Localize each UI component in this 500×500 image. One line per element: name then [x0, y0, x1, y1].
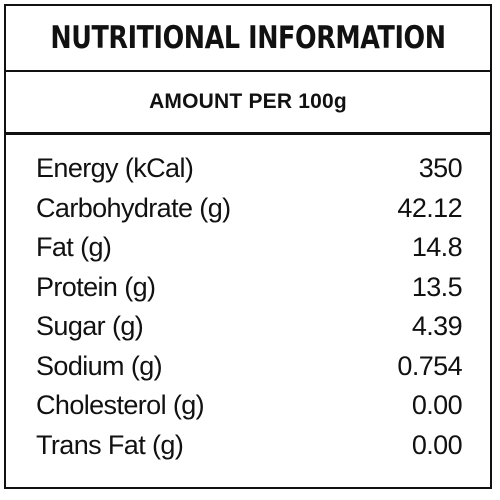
- serving-size-label: AMOUNT PER 100g: [149, 90, 347, 113]
- nutrient-row-carbohydrate: Carbohydrate (g) 42.12: [36, 189, 463, 229]
- nutrient-label: Carbohydrate (g): [36, 192, 231, 223]
- nutrient-value: 13.5: [411, 271, 463, 302]
- nutrient-value: 14.8: [411, 232, 463, 263]
- nutrient-row-sodium: Sodium (g) 0.754: [36, 347, 463, 387]
- nutrient-row-protein: Protein (g) 13.5: [36, 268, 463, 308]
- nutrient-row-cholesterol: Cholesterol (g) 0.00: [36, 386, 463, 426]
- nutrient-label: Cholesterol (g): [36, 390, 205, 421]
- nutrient-row-energy: Energy (kCal) 350: [36, 149, 463, 189]
- nutrient-value: 42.12: [397, 192, 462, 223]
- nutrient-label: Sugar (g): [36, 311, 144, 342]
- nutrient-label: Energy (kCal): [36, 153, 194, 184]
- nutrient-value: 0.00: [411, 429, 463, 460]
- nutrient-value: 0.754: [397, 350, 462, 381]
- nutrient-value: 0.00: [411, 390, 463, 421]
- nutrient-row-sugar: Sugar (g) 4.39: [36, 307, 463, 347]
- serving-band: AMOUNT PER 100g: [6, 72, 490, 135]
- nutrient-label: Trans Fat (g): [36, 429, 184, 460]
- nutrient-value: 350: [418, 153, 463, 184]
- nutrient-label: Fat (g): [36, 232, 112, 263]
- nutrient-label: Sodium (g): [36, 350, 163, 381]
- nutrient-label: Protein (g): [36, 271, 156, 302]
- nutrient-row-fat: Fat (g) 14.8: [36, 228, 463, 268]
- nutrient-table: Energy (kCal) 350 Carbohydrate (g) 42.12…: [36, 149, 463, 466]
- title-band: NUTRITIONAL INFORMATION: [6, 6, 490, 72]
- panel-title: NUTRITIONAL INFORMATION: [50, 20, 446, 56]
- nutrient-row-trans-fat: Trans Fat (g) 0.00: [36, 426, 463, 466]
- nutrient-value: 4.39: [411, 311, 463, 342]
- nutrition-panel: NUTRITIONAL INFORMATION AMOUNT PER 100g …: [4, 4, 492, 489]
